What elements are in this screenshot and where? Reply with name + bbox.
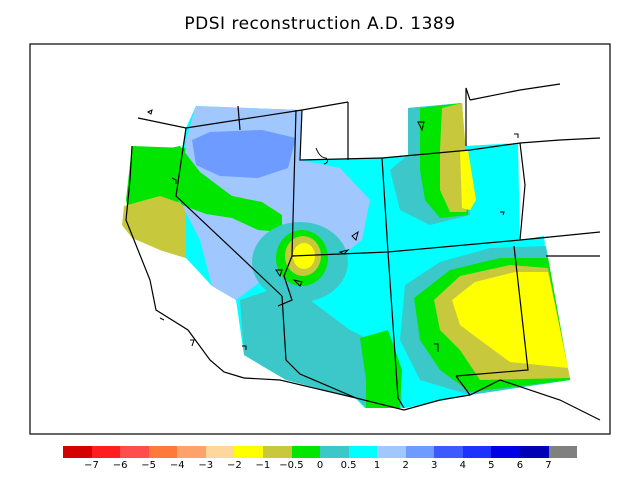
colorbar-tick-label: 5 — [488, 460, 495, 471]
colorbar-tick-label: 7 — [545, 460, 552, 471]
colorbar-tick-label: −3 — [198, 460, 214, 471]
colorbar-swatch — [91, 446, 121, 458]
colorbar-tick-label: −2 — [226, 460, 242, 471]
colorbar-swatch — [205, 446, 235, 458]
colorbar-swatch — [148, 446, 178, 458]
colorbar-tick-label: −5 — [141, 460, 157, 471]
pdsi-field-california-olive — [122, 196, 186, 258]
colorbar-swatch — [377, 446, 406, 458]
colorbar-swatch — [262, 446, 292, 458]
pdsi-field-south-green — [360, 330, 402, 408]
colorbar-tick-label: 1 — [373, 460, 381, 471]
colorbar-swatch — [491, 446, 520, 458]
colorbar-tick-label: 3 — [431, 460, 438, 471]
coastlines — [125, 83, 601, 421]
colorbar-swatch — [320, 446, 349, 458]
colorbar-tick-label: 6 — [516, 460, 524, 471]
colorbar-tick-label: −0.5 — [279, 460, 304, 471]
colorbar-tick-label: 4 — [459, 460, 466, 471]
colorbar-labels: −7 −6 −5 −4 −3 −2 −1 −0.5 0 0.5 1 2 3 4 5 6 7 — [0, 460, 640, 474]
colorbar-swatch — [234, 446, 263, 458]
colorbar-swatch — [462, 446, 492, 458]
colorbar-swatch — [120, 446, 149, 458]
state-boundaries — [137, 87, 529, 409]
pdsi-field-south-teal — [240, 290, 402, 408]
lakes — [147, 109, 519, 352]
colorbar-swatch — [405, 446, 435, 458]
colorbar-swatch — [520, 446, 549, 458]
colorbar-tick-label: 0 — [316, 460, 324, 471]
colorbar-tick-label: 2 — [402, 460, 409, 471]
colorbar-swatch — [291, 446, 321, 458]
colorbar-tick-label: −4 — [169, 460, 185, 471]
colorbar-tick-label: 0.5 — [340, 460, 357, 471]
colorbar-swatch — [348, 446, 378, 458]
colorbar-tick-label: −1 — [255, 460, 271, 471]
colorbar-swatch — [434, 446, 463, 458]
colorbar-swatch — [548, 446, 578, 458]
pdsi-field-plains-yellow — [460, 150, 476, 210]
colorbar-tick-label: −7 — [84, 460, 99, 471]
pdsi-field-north-blue — [192, 130, 296, 178]
colorbar-tick-label: −6 — [112, 460, 128, 471]
map-title: PDSI reconstruction A.D. 1389 — [184, 14, 456, 34]
colorbar-swatch — [177, 446, 206, 458]
pdsi-field-nevada-green — [150, 146, 282, 232]
pdsi-field-southeast-yellow — [452, 272, 568, 368]
colorbar — [63, 446, 578, 458]
colorbar-swatch — [63, 446, 92, 458]
